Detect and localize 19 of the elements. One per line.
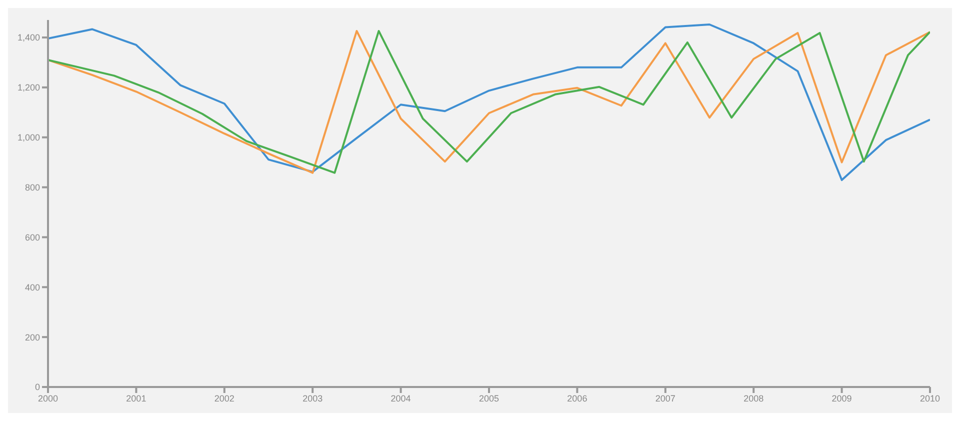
x-tick-label: 2003 bbox=[302, 393, 323, 404]
x-tick-label: 2008 bbox=[744, 393, 764, 404]
x-tick-label: 2010 bbox=[920, 393, 940, 404]
x-tick-label: 2007 bbox=[655, 393, 676, 404]
x-tick-label: 2002 bbox=[214, 393, 234, 404]
x-tick-label: 2004 bbox=[390, 393, 411, 404]
y-tick-label: 400 bbox=[24, 282, 40, 292]
x-tick-label: 2001 bbox=[126, 393, 146, 404]
y-tick-label: 1,400 bbox=[17, 32, 40, 43]
y-tick-label: 1,000 bbox=[17, 132, 40, 143]
y-tick-label: 600 bbox=[24, 232, 40, 242]
x-tick-label: 2000 bbox=[38, 393, 58, 404]
y-tick-label: 1,200 bbox=[17, 82, 40, 93]
y-tick-label: 200 bbox=[24, 332, 40, 342]
x-tick-label: 2005 bbox=[478, 393, 500, 404]
x-tick-label: 2009 bbox=[832, 393, 852, 404]
x-tick-label: 2006 bbox=[567, 393, 588, 404]
y-tick-label: 0 bbox=[34, 382, 40, 392]
y-tick-label: 800 bbox=[24, 182, 40, 192]
